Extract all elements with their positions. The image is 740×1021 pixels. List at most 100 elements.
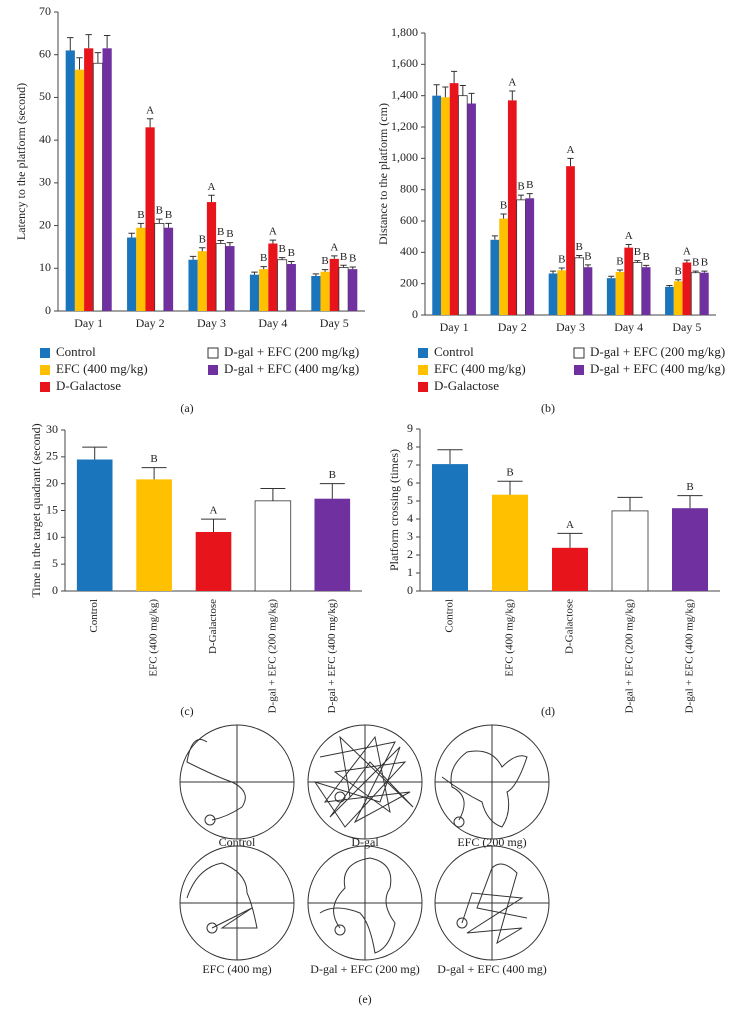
bar <box>606 278 616 315</box>
bar <box>507 100 517 315</box>
error-bar <box>260 487 286 501</box>
bar <box>548 273 558 315</box>
track-efc400 <box>179 845 295 961</box>
error-bar <box>491 235 498 240</box>
error-bar <box>103 34 111 49</box>
bar <box>492 494 528 591</box>
legend-label: EFC (400 mg/kg) <box>56 361 148 376</box>
bar <box>516 199 526 316</box>
y-tick-label: 1,600 <box>391 56 418 70</box>
y-tick-label: 30 <box>46 422 58 436</box>
annotation: A <box>625 230 633 242</box>
error-bar <box>558 267 565 271</box>
bar <box>286 264 296 311</box>
legend-swatch <box>207 347 219 359</box>
annotation: B <box>329 469 336 481</box>
y-tick-label: 25 <box>46 449 58 463</box>
y-tick-label: 20 <box>46 475 58 489</box>
error-bar <box>128 232 135 238</box>
y-tick-label: 20 <box>39 217 51 231</box>
x-tick-label: D-gal + EFC (400 mg/kg) <box>326 599 338 714</box>
y-tick-label: 200 <box>400 275 418 289</box>
annotation: B <box>674 265 681 277</box>
annotation: B <box>165 209 172 221</box>
annotation: A <box>269 226 277 238</box>
legend-swatch <box>573 347 585 359</box>
bar <box>84 48 94 312</box>
y-axis-label: Platform crossing (times) <box>387 449 401 571</box>
panel-label: (c) <box>180 704 193 718</box>
legend-label: EFC (400 mg/kg) <box>434 361 526 376</box>
y-tick-label: 1 <box>407 565 413 579</box>
y-tick-label: 40 <box>39 132 51 146</box>
bar <box>102 48 112 312</box>
error-bar <box>260 266 267 270</box>
error-bar <box>165 222 172 228</box>
legend-label: D-gal + EFC (400 mg/kg) <box>590 361 725 376</box>
x-tick-label: Day 2 <box>136 316 165 330</box>
annotation: B <box>278 243 285 255</box>
legend-swatch <box>40 382 50 392</box>
bar <box>615 271 625 315</box>
error-bar <box>437 449 463 465</box>
swim-tracks <box>179 724 550 961</box>
error-bar <box>701 270 708 273</box>
bar <box>449 83 459 315</box>
y-axis-label: Distance to the platform (cm) <box>376 103 390 245</box>
y-tick-label: 1,200 <box>391 119 418 133</box>
annotation: B <box>576 241 583 253</box>
legend-swatch <box>208 365 218 375</box>
error-bar <box>312 273 320 276</box>
annotation: B <box>340 251 347 263</box>
error-bar <box>459 84 466 96</box>
x-tick-label: EFC (400 mg/kg) <box>504 599 516 677</box>
error-bar <box>683 259 690 263</box>
y-tick-label: 800 <box>400 181 418 195</box>
bar <box>458 95 468 316</box>
bar <box>136 479 172 591</box>
error-bar <box>692 270 699 273</box>
error-bar <box>319 483 345 499</box>
bar <box>682 262 692 315</box>
y-tick-label: 0 <box>45 303 51 317</box>
y-tick-label: 60 <box>39 46 51 60</box>
legend-label: Control <box>434 344 474 359</box>
x-tick-label: Control <box>444 599 456 633</box>
y-tick-label: 70 <box>39 4 51 18</box>
annotation: A <box>567 144 575 156</box>
error-bar <box>278 257 286 260</box>
bar <box>320 271 330 311</box>
y-tick-label: 10 <box>39 260 51 274</box>
bar <box>624 247 634 315</box>
error-bar <box>156 218 163 224</box>
x-tick-label: EFC (400 mg/kg) <box>148 599 160 677</box>
bar <box>690 272 701 316</box>
bar <box>329 258 339 311</box>
bar <box>259 269 269 311</box>
bar <box>611 510 649 592</box>
bar <box>145 127 155 311</box>
error-bar <box>137 222 145 228</box>
annotation: B <box>199 233 206 245</box>
bar <box>467 103 476 315</box>
error-bar <box>500 213 507 219</box>
annotation: A <box>508 76 516 88</box>
panel-label: (d) <box>541 704 555 718</box>
error-bar <box>643 264 650 268</box>
x-tick-label: Day 3 <box>197 316 226 330</box>
y-tick-label: 15 <box>46 502 58 516</box>
track-label: EFC (400 mg) <box>202 962 271 976</box>
error-bar <box>141 467 167 480</box>
panel-label: (b) <box>541 401 555 415</box>
bar <box>254 500 292 592</box>
y-tick-label: 0 <box>407 583 413 597</box>
x-tick-label: D-Galactose <box>564 599 576 654</box>
y-tick-label: 8 <box>407 439 413 453</box>
bar <box>490 239 500 315</box>
annotation: B <box>156 205 163 217</box>
bar <box>432 464 468 591</box>
error-bar <box>677 495 703 509</box>
bar <box>249 274 260 311</box>
error-bar <box>94 52 102 64</box>
